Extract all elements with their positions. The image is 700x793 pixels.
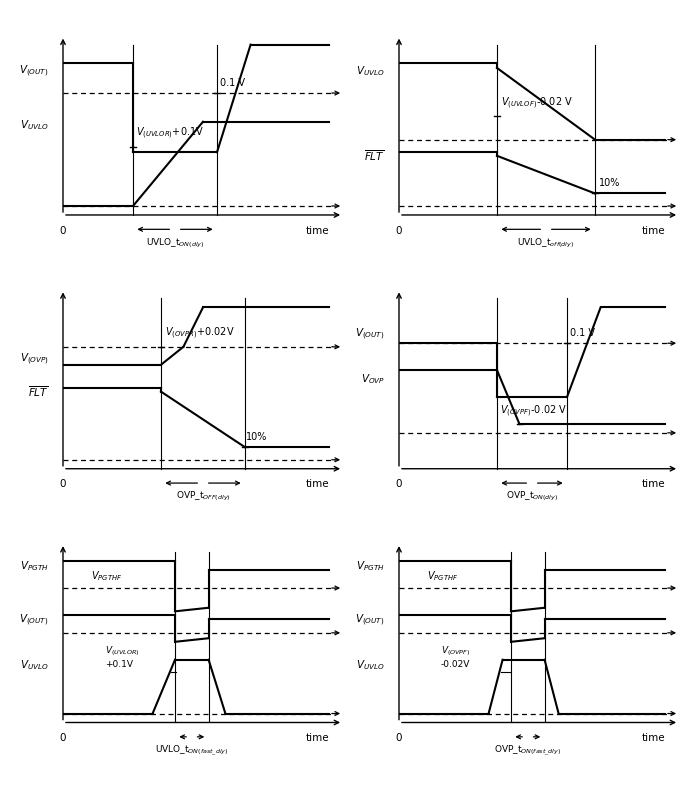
Text: UVLO_t$_{ON(dly)}$: UVLO_t$_{ON(dly)}$	[146, 236, 204, 250]
Text: 0: 0	[395, 226, 402, 236]
Text: time: time	[305, 734, 329, 743]
Text: 0.1 V: 0.1 V	[570, 328, 595, 338]
Text: $V_{(OVPR)}$+0.02V: $V_{(OVPR)}$+0.02V	[165, 326, 235, 342]
Text: $V_{(OUT)}$: $V_{(OUT)}$	[20, 613, 49, 628]
Text: $V_{(OUT)}$: $V_{(OUT)}$	[356, 613, 385, 628]
Text: $V_{PGTHF}$: $V_{PGTHF}$	[427, 569, 458, 583]
Text: $V_{UVLO}$: $V_{UVLO}$	[356, 658, 385, 672]
Text: $\overline{FLT}$: $\overline{FLT}$	[28, 385, 49, 399]
Text: $V_{PGTH}$: $V_{PGTH}$	[356, 560, 385, 573]
Text: 0.1 V: 0.1 V	[220, 78, 245, 88]
Text: $V_{(OVP)}$: $V_{(OVP)}$	[20, 351, 49, 367]
Text: $V_{(OUT)}$: $V_{(OUT)}$	[356, 327, 385, 342]
Text: 10%: 10%	[599, 178, 621, 188]
Text: 10%: 10%	[246, 432, 268, 442]
Text: $V_{PGTH}$: $V_{PGTH}$	[20, 560, 49, 573]
Text: time: time	[641, 480, 665, 489]
Text: OVP_t$_{OFF(dly)}$: OVP_t$_{OFF(dly)}$	[176, 490, 230, 504]
Text: $V_{UVLO}$: $V_{UVLO}$	[20, 118, 49, 132]
Text: time: time	[641, 734, 665, 743]
Text: $V_{UVLO}$: $V_{UVLO}$	[356, 65, 385, 79]
Text: 0: 0	[60, 480, 66, 489]
Text: UVLO_t$_{ON(fast\_dly)}$: UVLO_t$_{ON(fast\_dly)}$	[155, 744, 229, 758]
Text: time: time	[641, 226, 665, 236]
Text: $V_{(UVLOR)}$
+0.1V: $V_{(UVLOR)}$ +0.1V	[105, 645, 139, 668]
Text: $V_{(OVPF)}$
-0.02V: $V_{(OVPF)}$ -0.02V	[441, 645, 470, 668]
Text: 0: 0	[60, 226, 66, 236]
Text: $V_{(UVLOR)}$+0.1V: $V_{(UVLOR)}$+0.1V	[136, 126, 204, 141]
Text: $V_{OVP}$: $V_{OVP}$	[361, 372, 385, 386]
Text: time: time	[305, 226, 329, 236]
Text: UVLO_t$_{off(dly)}$: UVLO_t$_{off(dly)}$	[517, 236, 575, 250]
Text: OVP_t$_{ON(fast\_dly)}$: OVP_t$_{ON(fast\_dly)}$	[494, 744, 561, 758]
Text: 0: 0	[395, 480, 402, 489]
Text: $\overline{FLT}$: $\overline{FLT}$	[364, 148, 385, 163]
Text: $V_{PGTHF}$: $V_{PGTHF}$	[91, 569, 122, 583]
Text: $V_{UVLO}$: $V_{UVLO}$	[20, 658, 49, 672]
Text: 0: 0	[60, 734, 66, 743]
Text: 0: 0	[395, 734, 402, 743]
Text: OVP_t$_{ON(dly)}$: OVP_t$_{ON(dly)}$	[506, 490, 558, 504]
Text: $V_{(OUT)}$: $V_{(OUT)}$	[20, 64, 49, 79]
Text: $V_{(OVPF)}$-0.02 V: $V_{(OVPF)}$-0.02 V	[500, 403, 567, 419]
Text: $V_{(UVLOF)}$-0.02 V: $V_{(UVLOF)}$-0.02 V	[501, 96, 573, 111]
Text: time: time	[305, 480, 329, 489]
